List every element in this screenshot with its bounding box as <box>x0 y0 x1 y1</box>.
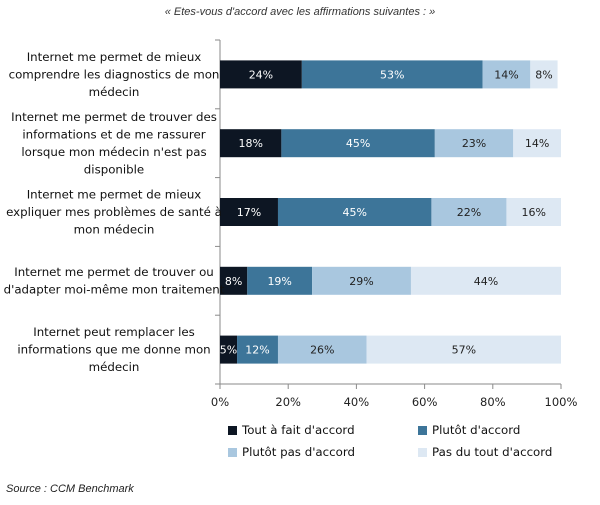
data-label: 45% <box>346 137 370 150</box>
data-label: 12% <box>245 344 269 357</box>
legend-label: Pas du tout d'accord <box>432 445 552 459</box>
bar-segment <box>513 129 561 158</box>
x-tick-label: 0% <box>211 395 229 409</box>
bar-segment <box>431 198 507 226</box>
legend-swatch <box>418 426 427 435</box>
bar-segment <box>366 335 561 364</box>
bar-segment <box>530 60 558 89</box>
source-note: Source : CCM Benchmark <box>6 483 134 495</box>
data-label: 14% <box>494 68 518 81</box>
bar-segment <box>220 266 248 295</box>
legend-label: Tout à fait d'accord <box>241 423 355 437</box>
x-tick-label: 40% <box>344 395 370 409</box>
legend-label: Plutôt pas d'accord <box>242 445 355 459</box>
category-label: Internet me permet de mieux comprendre le… <box>9 50 220 99</box>
data-label: 23% <box>462 137 486 150</box>
legend-swatch <box>228 448 237 457</box>
bar-segment <box>506 198 561 226</box>
data-label: 8% <box>225 275 242 288</box>
data-label: 53% <box>380 68 404 81</box>
category-label: Internet peut remplacer les informations … <box>17 325 210 374</box>
data-label: 29% <box>349 275 373 288</box>
data-label: 14% <box>525 137 549 150</box>
x-tick-label: 80% <box>480 395 506 409</box>
data-label: 26% <box>310 344 334 357</box>
bar-segment <box>434 129 514 158</box>
legend-swatch <box>228 426 237 435</box>
x-tick-label: 20% <box>275 395 301 409</box>
bar-segment <box>237 335 278 364</box>
data-label: 16% <box>521 206 545 219</box>
data-label: 24% <box>249 68 273 81</box>
data-label: 44% <box>474 275 498 288</box>
legend-label: Plutôt d'accord <box>432 423 520 437</box>
chart-subtitle: « Etes-vous d'accord avec les affirmatio… <box>164 6 436 18</box>
data-label: 57% <box>452 344 476 357</box>
x-tick-label: 60% <box>412 395 438 409</box>
data-label: 8% <box>535 68 552 81</box>
data-label: 17% <box>237 206 261 219</box>
bar-segment <box>410 266 561 295</box>
bar-segment <box>220 60 302 89</box>
bar-segment <box>220 335 238 364</box>
data-label: 5% <box>220 344 237 357</box>
category-label: Internet me permet de mieux expliquer mes… <box>6 188 222 237</box>
bar-segment <box>277 198 432 226</box>
bar-segment <box>281 129 435 158</box>
bar-segment <box>301 60 483 89</box>
bar-segment <box>277 335 367 364</box>
data-label: 45% <box>342 206 366 219</box>
category-label: Internet me permet de trouver des informa… <box>11 110 217 177</box>
x-tick-label: 100% <box>545 395 578 409</box>
category-label: Internet me permet de trouver ou d'adapte… <box>4 265 225 297</box>
data-label: 22% <box>457 206 481 219</box>
bar-segment <box>220 198 278 226</box>
data-label: 19% <box>267 275 291 288</box>
legend-swatch <box>418 448 427 457</box>
bar-segment <box>220 129 282 158</box>
bar-segment <box>482 60 531 89</box>
data-label: 18% <box>238 137 262 150</box>
bar-segment <box>247 266 313 295</box>
bar-segment <box>312 266 411 295</box>
